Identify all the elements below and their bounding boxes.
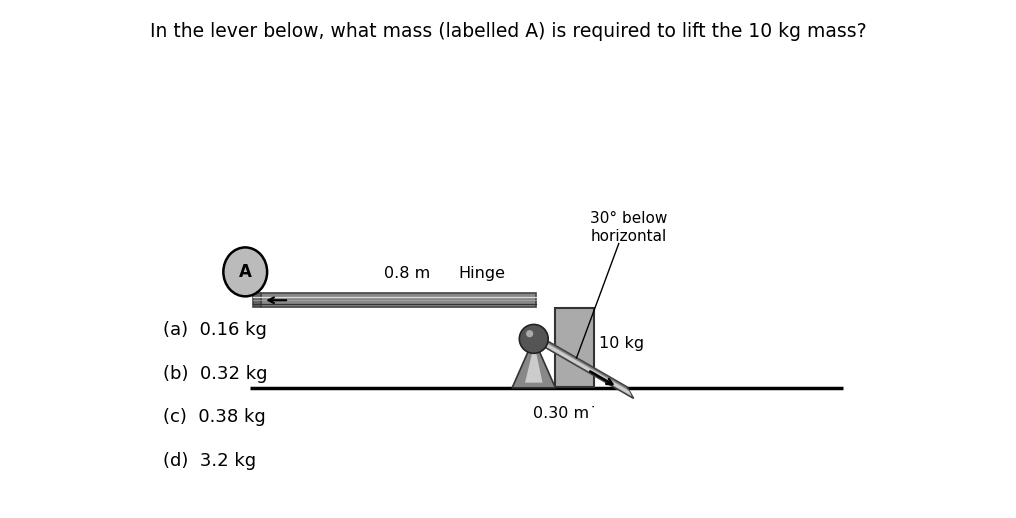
Circle shape [519,324,549,353]
Polygon shape [512,339,556,388]
Polygon shape [528,330,634,398]
Text: 0.8 m: 0.8 m [384,266,431,281]
Polygon shape [261,293,536,307]
Polygon shape [531,334,632,396]
Polygon shape [253,293,261,307]
Text: (c)  0.38 kg: (c) 0.38 kg [163,408,265,426]
Bar [556,308,594,387]
Text: (a)  0.16 kg: (a) 0.16 kg [163,321,266,339]
Text: Hinge: Hinge [458,266,505,281]
Text: In the lever below, what mass (labelled A) is required to lift the 10 kg mass?: In the lever below, what mass (labelled … [149,22,867,41]
Circle shape [526,330,533,337]
Ellipse shape [224,248,267,296]
Text: A: A [239,263,252,281]
Polygon shape [525,344,543,383]
Text: 30° below
horizontal: 30° below horizontal [590,211,668,243]
Text: 10 kg: 10 kg [599,336,644,351]
Text: 0.30 m˙: 0.30 m˙ [532,406,596,421]
Text: (d)  3.2 kg: (d) 3.2 kg [163,452,256,470]
Text: (b)  0.32 kg: (b) 0.32 kg [163,365,267,383]
